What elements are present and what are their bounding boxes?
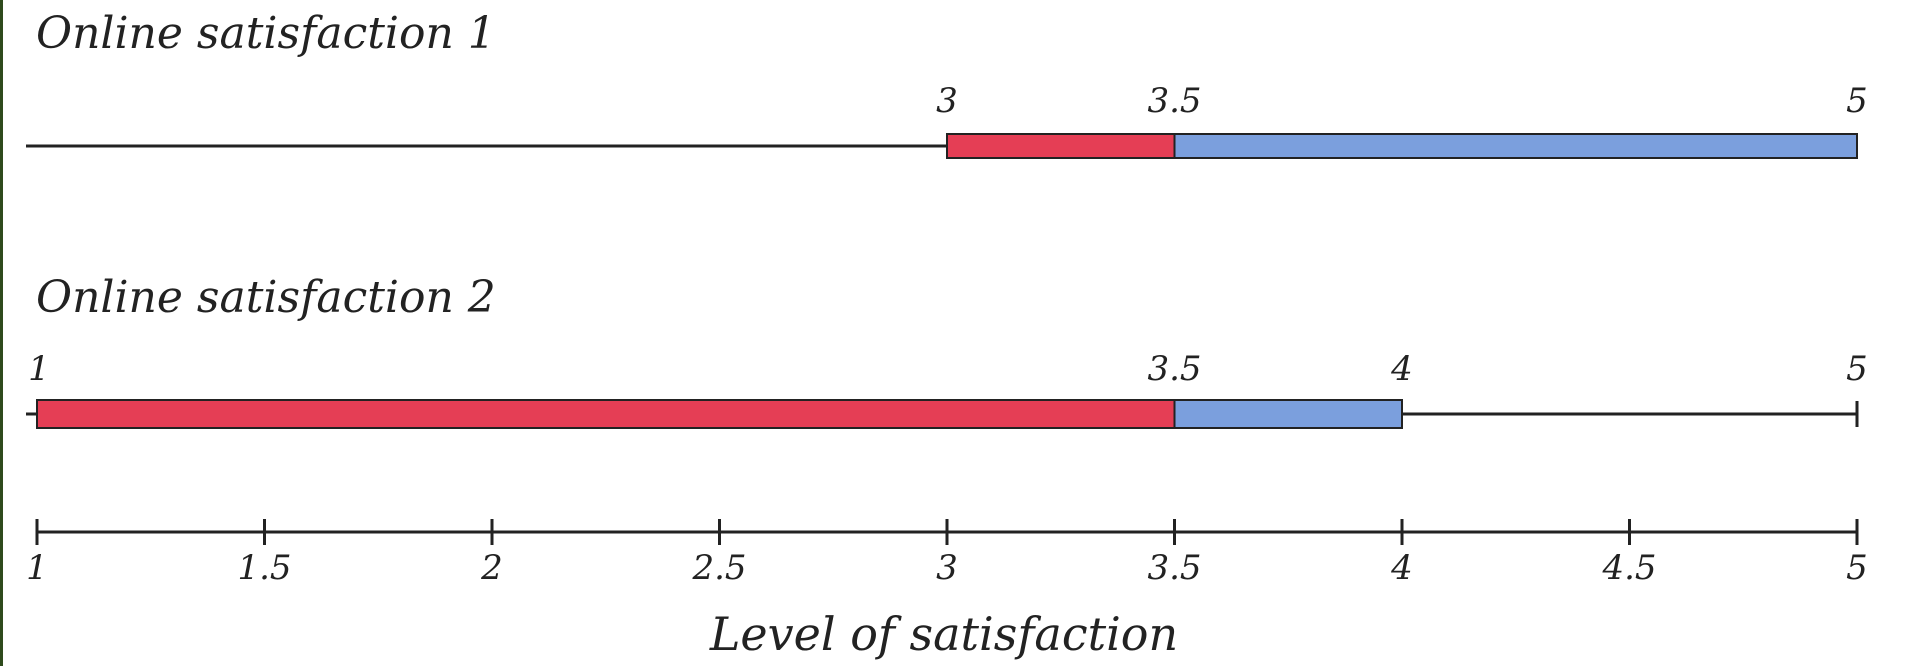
series-1-segment-1 — [946, 133, 1176, 159]
series-1-point-label: 5 — [1846, 81, 1868, 121]
series-2-title: Online satisfaction 2 — [36, 272, 496, 323]
x-axis-tick-label: 1 — [26, 548, 48, 588]
x-axis-tick-label: 4 — [1390, 548, 1413, 588]
x-axis-tick-label: 3 — [936, 548, 958, 588]
series-2-point-label: 4 — [1390, 349, 1413, 389]
x-axis-tick-label: 4.5 — [1601, 548, 1656, 588]
series-1-point-label: 3 — [936, 81, 958, 121]
x-axis-tick-label: 2.5 — [691, 548, 746, 588]
chart-marks: 3 3.5 5 1 3.5 4 5 1 1.5 2 2.5 3 3.5 4 4.5 5 — [26, 81, 1868, 588]
x-axis-tick-label: 3.5 — [1147, 548, 1201, 588]
series-1-title: Online satisfaction 1 — [36, 8, 496, 59]
frame-edge — [0, 0, 3, 666]
x-axis-tick-label: 2 — [480, 548, 503, 588]
series-1-point-label: 3.5 — [1147, 81, 1201, 121]
x-axis-tick-label: 5 — [1846, 548, 1868, 588]
x-axis-title: Level of satisfaction — [709, 607, 1178, 661]
series-2-point-label: 1 — [28, 349, 50, 389]
x-axis-tick-label: 1.5 — [237, 548, 291, 588]
series-2-segment-1 — [36, 399, 1176, 429]
series-2-segment-2 — [1173, 399, 1403, 429]
series-2-point-label: 5 — [1846, 349, 1868, 389]
series-1-segment-2 — [1173, 133, 1858, 159]
series-2-point-label: 3.5 — [1147, 349, 1201, 389]
